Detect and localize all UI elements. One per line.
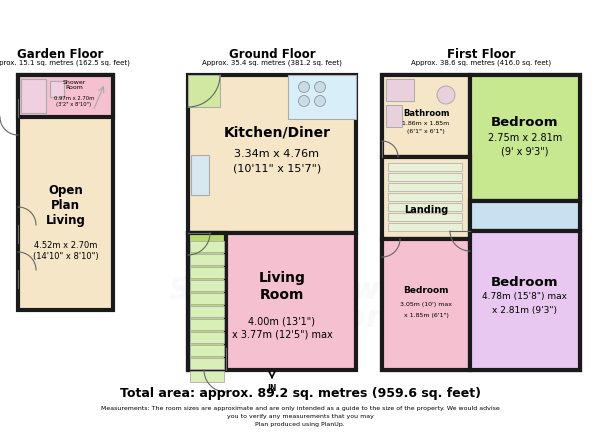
Text: (14'10" x 8'10"): (14'10" x 8'10") <box>32 252 98 260</box>
Bar <box>18 75 113 117</box>
Circle shape <box>437 86 455 104</box>
Text: x 3.77m (12'5") max: x 3.77m (12'5") max <box>232 330 332 340</box>
Circle shape <box>299 82 310 92</box>
Bar <box>190 371 224 382</box>
Bar <box>188 75 220 107</box>
Text: Living
Room: Living Room <box>259 271 305 302</box>
Text: 2.75m x 2.81m: 2.75m x 2.81m <box>488 133 562 143</box>
Bar <box>388 163 462 171</box>
Bar <box>190 293 224 304</box>
Bar <box>470 75 580 201</box>
Bar <box>388 193 462 201</box>
Bar <box>288 75 356 119</box>
Text: x 1.85m (6'1"): x 1.85m (6'1") <box>404 313 448 318</box>
Text: Bathroom: Bathroom <box>403 109 449 117</box>
Text: Approx. 35.4 sq. metres (381.2 sq. feet): Approx. 35.4 sq. metres (381.2 sq. feet) <box>202 60 342 66</box>
Text: 4.00m (13'1"): 4.00m (13'1") <box>248 317 316 327</box>
Text: T: T <box>54 203 106 277</box>
Bar <box>382 75 580 370</box>
Text: Approx. 15.1 sq. metres (162.5 sq. feet): Approx. 15.1 sq. metres (162.5 sq. feet) <box>0 60 130 66</box>
Text: (9' x 9'3"): (9' x 9'3") <box>501 146 549 156</box>
Bar <box>190 358 224 369</box>
Text: (10'11" x 15'7"): (10'11" x 15'7") <box>233 163 321 173</box>
Text: Kitchen/Diner: Kitchen/Diner <box>223 125 331 139</box>
Text: 4.78m (15'8") max: 4.78m (15'8") max <box>482 292 568 301</box>
Bar <box>190 267 224 278</box>
Text: Plan produced using PlanUp.: Plan produced using PlanUp. <box>255 422 345 426</box>
Bar <box>388 183 462 191</box>
Bar <box>50 81 64 97</box>
Circle shape <box>299 95 310 106</box>
Bar <box>382 157 470 239</box>
Text: Bedroom: Bedroom <box>491 276 559 289</box>
Bar <box>388 173 462 181</box>
Text: 3.34m x 4.76m: 3.34m x 4.76m <box>235 149 320 159</box>
Bar <box>190 280 224 291</box>
Bar <box>382 75 470 157</box>
Text: you to verify any measurements that you may: you to verify any measurements that you … <box>227 413 373 419</box>
Circle shape <box>314 95 325 106</box>
Text: Approx. 38.6 sq. metres (416.0 sq. feet): Approx. 38.6 sq. metres (416.0 sq. feet) <box>411 60 551 66</box>
Bar <box>190 332 224 343</box>
Bar <box>190 254 224 265</box>
Text: 4.52m x 2.70m: 4.52m x 2.70m <box>34 241 97 249</box>
Circle shape <box>314 82 325 92</box>
Bar <box>388 213 462 221</box>
Text: & Hawthorne: & Hawthorne <box>197 303 423 333</box>
Bar <box>470 201 580 231</box>
Text: Garden Floor: Garden Floor <box>17 48 103 61</box>
Text: Open
Plan
Living: Open Plan Living <box>46 184 85 226</box>
Bar <box>21 79 46 113</box>
Bar <box>388 203 462 211</box>
Text: 1.86m x 1.85m: 1.86m x 1.85m <box>403 120 449 126</box>
Text: First Floor: First Floor <box>447 48 515 61</box>
Text: (6'1" x 6'1"): (6'1" x 6'1") <box>407 129 445 133</box>
Bar <box>188 75 356 233</box>
Text: 3.05m (10') max: 3.05m (10') max <box>400 302 452 307</box>
Text: Ground Floor: Ground Floor <box>229 48 316 61</box>
Bar <box>191 155 209 195</box>
Text: x 2.81m (9'3"): x 2.81m (9'3") <box>493 306 557 315</box>
Text: Shower
Room: Shower Room <box>62 80 86 90</box>
Bar <box>386 79 414 101</box>
Text: Measurements: The room sizes are approximate and are only intended as a guide to: Measurements: The room sizes are approxi… <box>101 405 499 411</box>
Text: IN: IN <box>268 384 277 392</box>
Text: Landing: Landing <box>404 205 448 215</box>
Text: Sawyer Hawkins: Sawyer Hawkins <box>169 276 451 304</box>
Bar <box>386 105 402 127</box>
Bar <box>190 345 224 356</box>
Bar <box>190 241 224 252</box>
Bar <box>18 75 113 310</box>
Bar <box>188 233 356 370</box>
Bar <box>382 239 470 370</box>
Text: Total area: approx. 89.2 sq. metres (959.6 sq. feet): Total area: approx. 89.2 sq. metres (959… <box>119 386 481 399</box>
Bar <box>470 231 580 370</box>
Bar <box>388 223 462 231</box>
Text: Bedroom: Bedroom <box>403 286 449 295</box>
Text: (3'2" x 8'10"): (3'2" x 8'10") <box>56 102 92 106</box>
Bar <box>188 233 226 370</box>
Bar <box>190 306 224 317</box>
Bar <box>190 319 224 330</box>
Text: 0.97m x 2.70m: 0.97m x 2.70m <box>54 95 94 101</box>
Text: Bedroom: Bedroom <box>491 116 559 129</box>
